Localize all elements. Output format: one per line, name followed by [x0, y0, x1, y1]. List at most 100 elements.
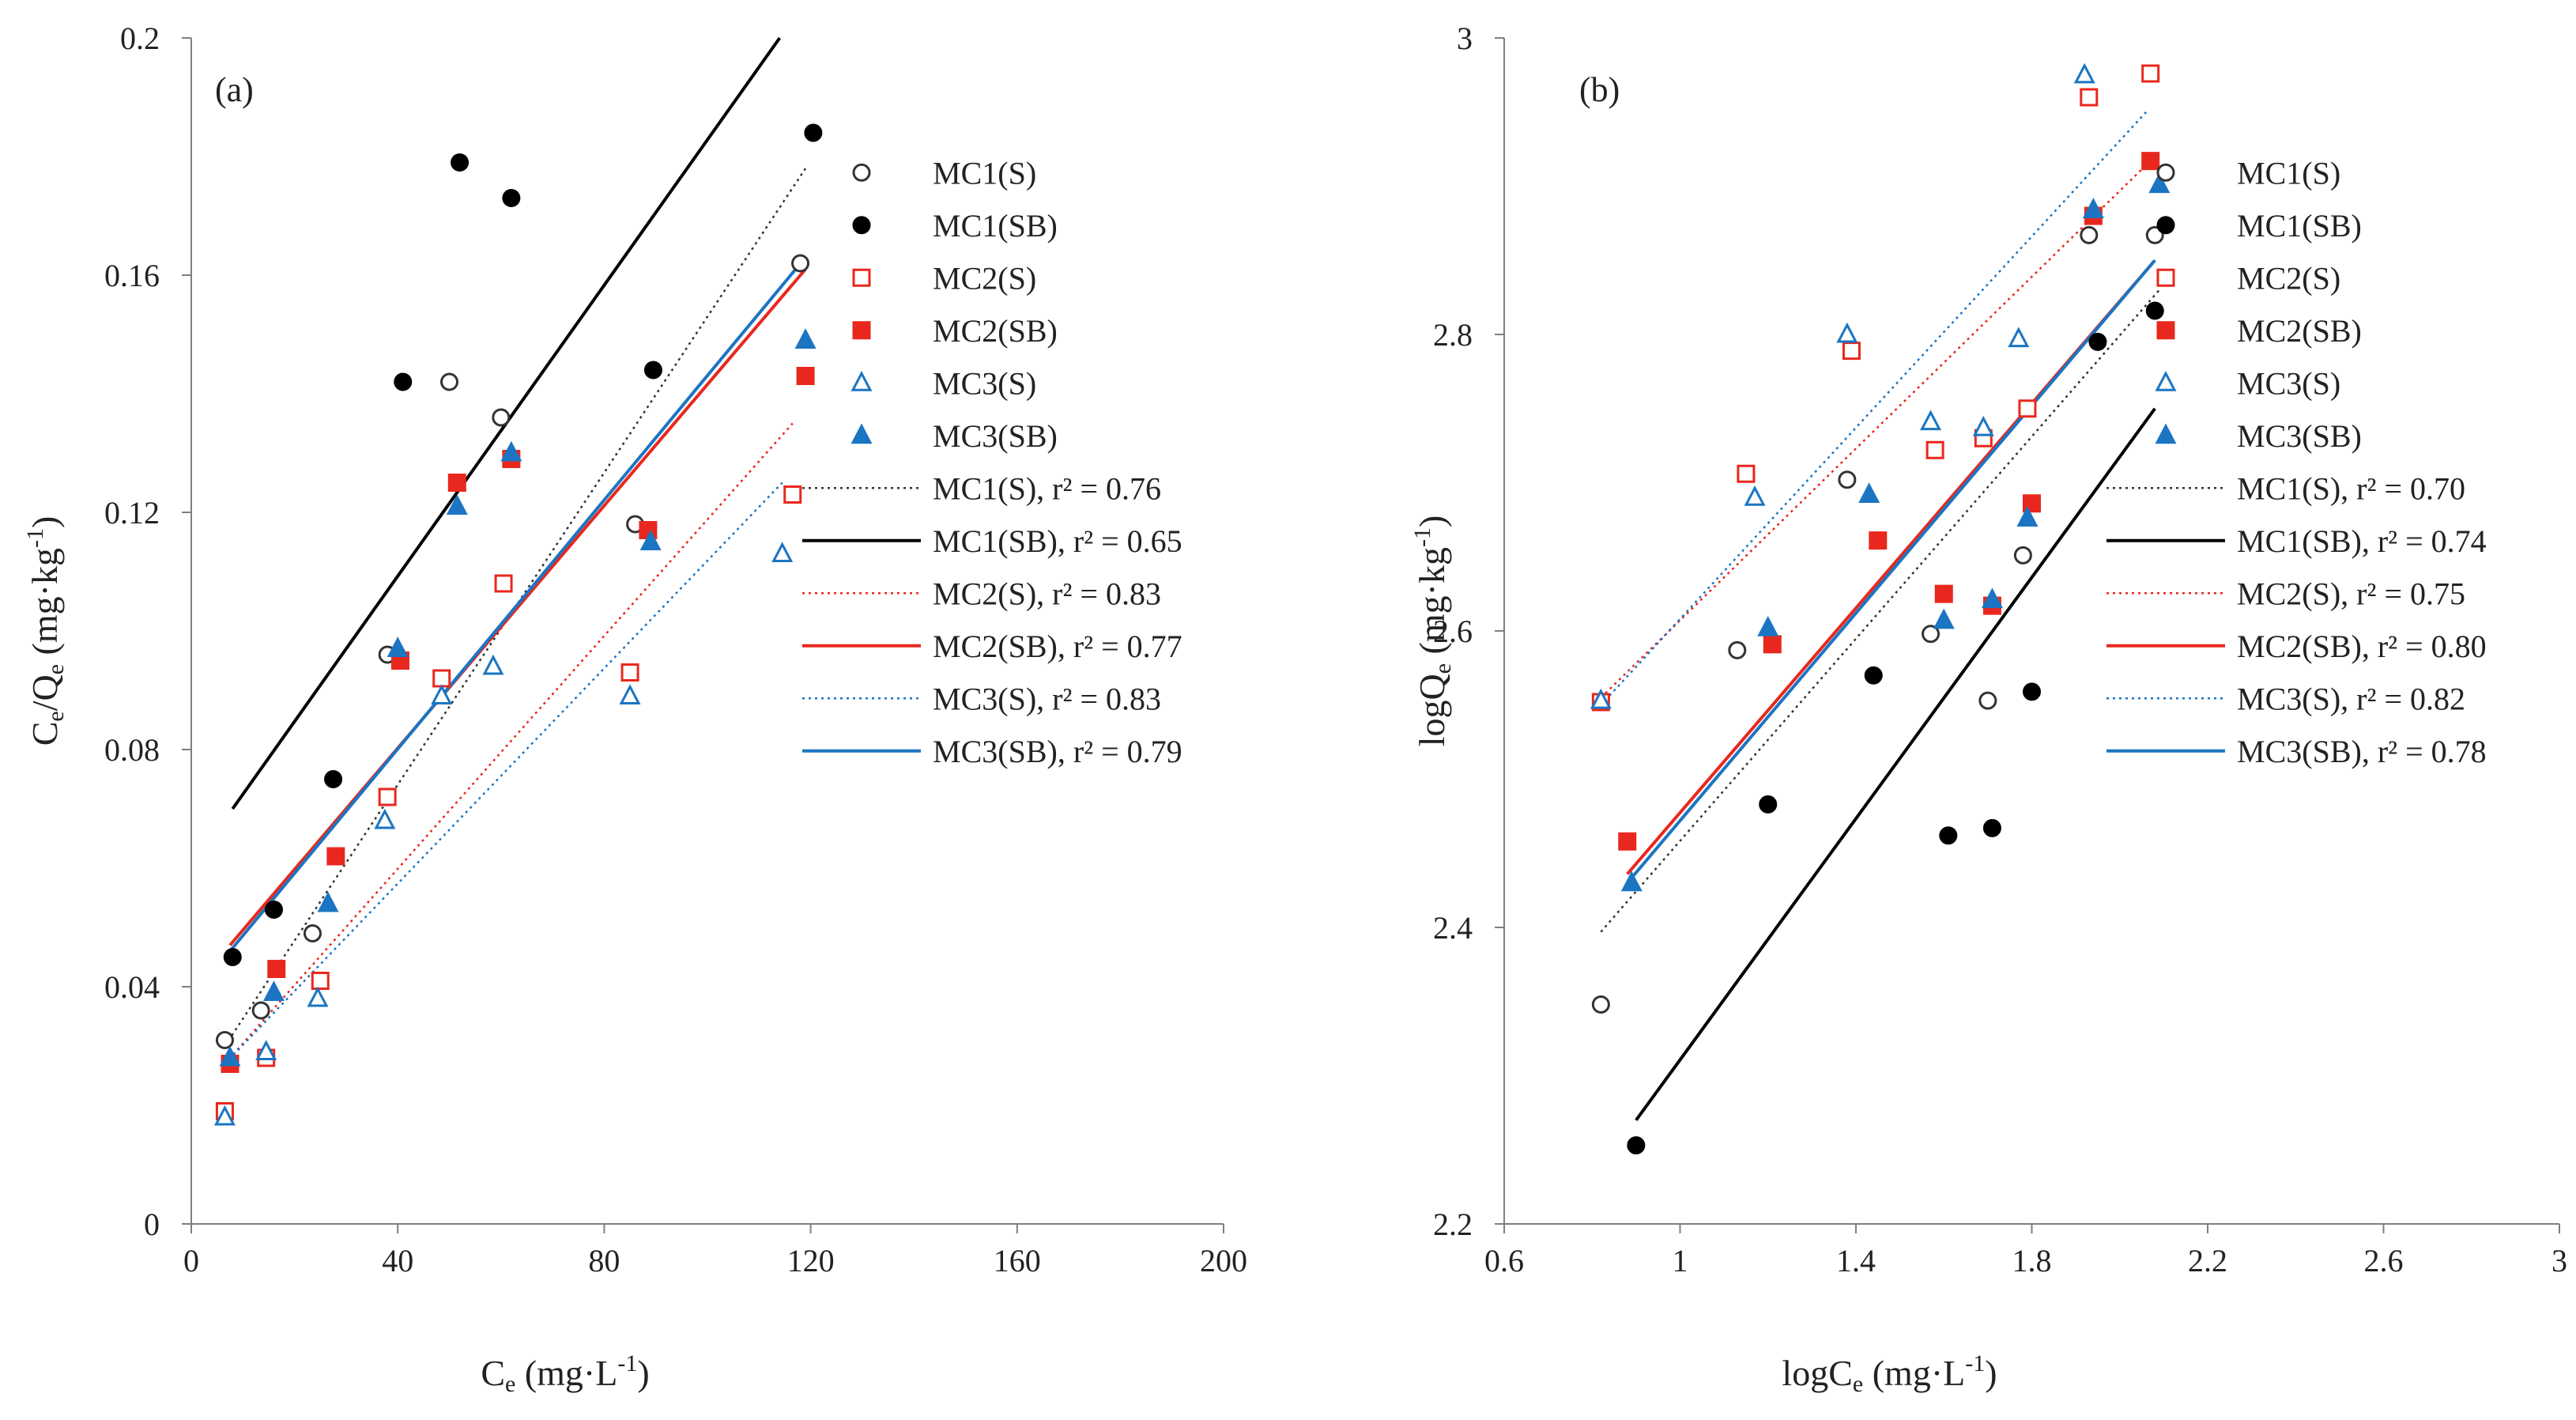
data-point — [1591, 995, 1610, 1014]
data-point — [783, 485, 802, 504]
chart-panel-a: 0 40 80 120 160 200 0 0.04 0.08 0.12 0.16 0.2 Ce (mg… — [22, 21, 1247, 1397]
legend-entry-label: MC1(S) — [2237, 155, 2340, 191]
data-point — [1759, 795, 1778, 814]
data-point — [303, 924, 322, 942]
trendline — [228, 256, 807, 953]
x-tick-label: 80 — [588, 1243, 620, 1278]
data-point — [219, 1045, 241, 1067]
data-point — [2082, 198, 2104, 218]
data-point — [791, 254, 810, 273]
data-point — [643, 361, 662, 380]
data-point — [619, 684, 641, 704]
trendline — [1635, 407, 2156, 1121]
data-point — [223, 948, 242, 966]
trendline — [228, 268, 807, 946]
trendline — [1600, 111, 2148, 706]
data-point — [255, 1040, 277, 1060]
legend-entry-label: MC2(S) — [2237, 260, 2340, 296]
legend-entry-label: MC1(S) — [933, 155, 1036, 191]
data-point — [251, 1001, 270, 1020]
y-tick-label: 2.2 — [1433, 1207, 1473, 1242]
data-point — [2008, 327, 2030, 348]
data-point — [1933, 608, 1955, 629]
data-point — [326, 847, 345, 866]
x-axis-title: logCe (mg·L-1) — [1782, 1350, 1997, 1397]
legend-marker — [2156, 321, 2175, 340]
data-point — [1842, 342, 1861, 361]
y-tick-label: 2.6 — [1433, 614, 1473, 649]
legend-entry-label: MC1(S), r² = 0.70 — [2237, 470, 2465, 506]
data-point — [2080, 88, 2099, 107]
x-tick-label: 40 — [382, 1243, 413, 1278]
legend-entry-label: MC3(SB), r² = 0.78 — [2237, 734, 2487, 769]
legend-entry-label: MC1(SB) — [933, 208, 1058, 244]
data-point — [2145, 301, 2164, 320]
data-point — [264, 901, 283, 919]
data-point — [1982, 818, 2001, 837]
legend-entry-label: MC2(SB) — [933, 313, 1058, 349]
data-point — [1858, 482, 1880, 503]
y-tick-label: 0.12 — [104, 495, 160, 531]
legend-entry-label: MC3(SB) — [2237, 418, 2362, 454]
data-point — [492, 408, 511, 427]
legend-entry-label: MC2(SB) — [2237, 313, 2362, 349]
legend-entry-label: MC3(SB), r² = 0.79 — [933, 734, 1182, 769]
legend-marker — [852, 268, 871, 287]
data-point — [1757, 616, 1779, 636]
data-point — [387, 636, 409, 657]
data-point — [482, 654, 504, 675]
legend-entry-label: MC2(S), r² = 0.75 — [2237, 576, 2465, 611]
data-point — [1728, 640, 1747, 659]
data-point — [307, 986, 329, 1007]
legend-entry-label: MC1(SB), r² = 0.65 — [933, 523, 1182, 559]
x-tick-label: 2.6 — [2364, 1243, 2404, 1278]
y-tick-label: 3 — [1457, 21, 1473, 56]
data-point — [639, 530, 662, 550]
data-point — [1744, 485, 1766, 506]
data-point — [451, 153, 470, 172]
data-point — [2023, 682, 2041, 701]
data-point — [215, 1031, 234, 1049]
y-tick-label: 0 — [144, 1207, 160, 1242]
data-point — [1922, 625, 1940, 644]
data-point — [263, 980, 285, 1001]
data-point — [1934, 584, 1953, 603]
legend-entry-label: MC1(S), r² = 0.76 — [933, 470, 1161, 506]
panel-label: (a) — [215, 70, 254, 109]
legend-marker — [852, 163, 871, 182]
trendline — [1626, 259, 2156, 885]
y-tick-label: 2.4 — [1433, 910, 1473, 946]
x-tick-label: 1 — [1673, 1243, 1688, 1278]
legend-marker — [850, 371, 873, 391]
data-point — [502, 189, 521, 207]
y-tick-label: 0.2 — [120, 21, 160, 56]
data-point — [796, 367, 815, 385]
x-axis-title: Ce (mg·L-1) — [481, 1350, 649, 1397]
legend-entry-label: MC3(S) — [2237, 365, 2340, 401]
trendline — [224, 482, 783, 1065]
data-point — [2080, 225, 2099, 244]
x-tick-label: 0.6 — [1484, 1243, 1524, 1278]
data-point — [394, 372, 413, 391]
data-point — [1838, 470, 1857, 489]
y-axis-title: Ce/Qe (mg·kg-1) — [22, 516, 69, 746]
trendline — [1600, 156, 2156, 699]
legend-marker — [852, 321, 871, 340]
data-point — [1836, 322, 1858, 343]
x-tick-label: 1.4 — [1836, 1243, 1876, 1278]
legend-entry-label: MC2(S) — [933, 260, 1036, 296]
data-point — [2141, 152, 2160, 171]
data-point — [1981, 587, 2003, 609]
data-point — [1920, 410, 1942, 431]
data-point — [1978, 691, 1997, 710]
x-tick-label: 120 — [787, 1243, 835, 1278]
data-point — [1864, 666, 1883, 685]
legend-entry-label: MC3(SB) — [933, 418, 1058, 454]
legend-entry-label: MC2(SB), r² = 0.77 — [933, 629, 1182, 664]
legend-entry-label: MC3(S) — [933, 365, 1036, 401]
legend-marker — [852, 216, 871, 235]
data-point — [311, 972, 330, 990]
data-point — [378, 787, 397, 806]
data-point — [2073, 62, 2095, 84]
